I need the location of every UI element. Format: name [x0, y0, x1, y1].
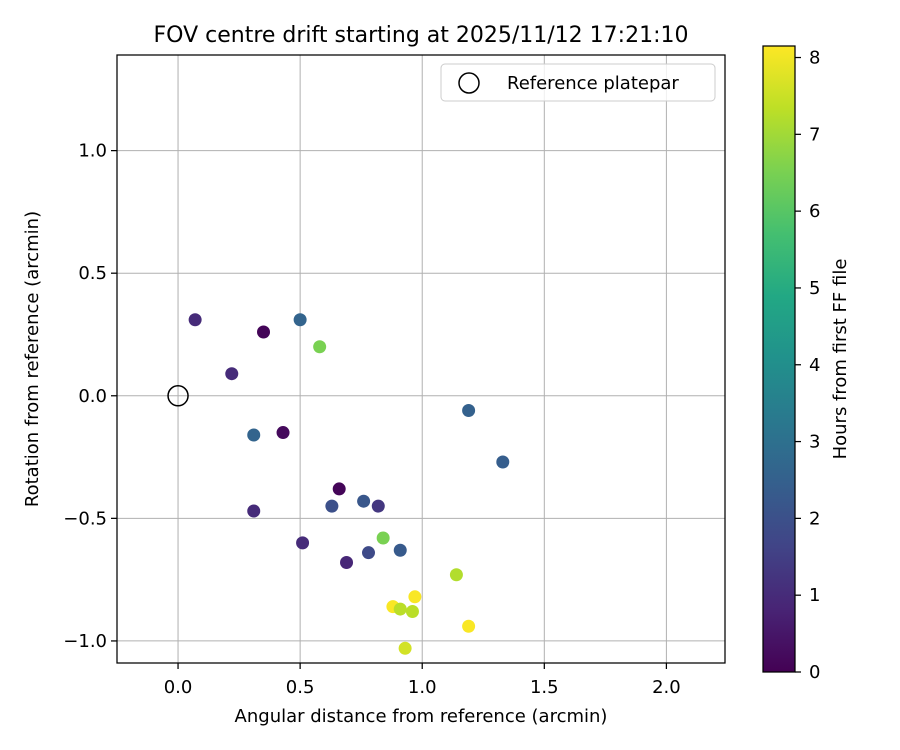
colorbar: 0 1 2 3 4 5 6 7 8 Hours from first FF file: [762, 45, 851, 683]
colorbar-tick-label: 6: [809, 201, 820, 222]
y-tick-label: −0.5: [63, 508, 107, 529]
data-point: [462, 619, 476, 633]
data-point: [371, 499, 385, 513]
y-tick-label: −1.0: [63, 631, 107, 652]
legend-box: [440, 63, 716, 102]
legend: Reference platepar: [440, 63, 716, 102]
data-point: [313, 340, 327, 354]
x-tick-label: 1.0: [408, 677, 437, 698]
data-point: [188, 313, 202, 327]
colorbar-frame: [762, 45, 796, 673]
colorbar-tick-label: 5: [809, 278, 820, 299]
data-point: [225, 367, 239, 381]
reference-marker-layer: [167, 385, 189, 407]
colorbar-gradient: [763, 46, 795, 672]
y-axis-label: Rotation from reference (arcmin): [22, 211, 43, 507]
data-point: [247, 504, 261, 518]
x-tick-label: 0.0: [164, 677, 193, 698]
y-tick-label: 0.0: [78, 386, 107, 407]
colorbar-tick-label: 3: [809, 432, 820, 453]
colorbar-label: Hours from first FF file: [830, 259, 851, 460]
data-point: [296, 536, 310, 550]
reference-platepar-marker: [167, 385, 189, 407]
colorbar-tick-label: 1: [809, 585, 820, 606]
data-point: [376, 531, 390, 545]
data-point: [293, 313, 307, 327]
data-point: [325, 499, 339, 513]
data-point: [362, 546, 376, 560]
plot-frame: [116, 54, 726, 664]
data-point: [332, 482, 346, 496]
data-point: [405, 605, 419, 619]
grid-lines: [117, 55, 725, 663]
colorbar-ticks: 0 1 2 3 4 5 6 7 8: [795, 48, 820, 683]
data-point: [408, 590, 422, 604]
data-point: [357, 494, 371, 508]
y-axis-ticks: −1.0 −0.5 0.0 0.5 1.0: [63, 141, 117, 652]
x-axis-ticks: 0.0 0.5 1.0 1.5 2.0: [164, 663, 681, 698]
data-point: [449, 568, 463, 582]
data-point: [276, 426, 290, 440]
chart-title: FOV centre drift starting at 2025/11/12 …: [154, 23, 689, 48]
colorbar-tick-label: 0: [809, 662, 820, 683]
data-point: [393, 602, 407, 616]
data-point: [393, 543, 407, 557]
x-tick-label: 0.5: [286, 677, 315, 698]
x-tick-label: 2.0: [652, 677, 681, 698]
colorbar-tick-label: 2: [809, 508, 820, 529]
legend-marker-icon: [458, 72, 480, 94]
data-point: [398, 641, 412, 655]
data-point: [496, 455, 510, 469]
data-point: [257, 325, 271, 339]
x-axis-label: Angular distance from reference (arcmin): [235, 706, 608, 727]
colorbar-tick-label: 8: [809, 48, 820, 69]
data-point: [247, 428, 261, 442]
y-tick-label: 1.0: [78, 141, 107, 162]
y-tick-label: 0.5: [78, 263, 107, 284]
data-point: [462, 403, 476, 417]
data-points: [188, 313, 510, 655]
colorbar-tick-label: 7: [809, 124, 820, 145]
colorbar-tick-label: 4: [809, 355, 820, 376]
legend-label: Reference platepar: [507, 73, 679, 94]
data-point: [340, 555, 354, 569]
x-tick-label: 1.5: [530, 677, 559, 698]
